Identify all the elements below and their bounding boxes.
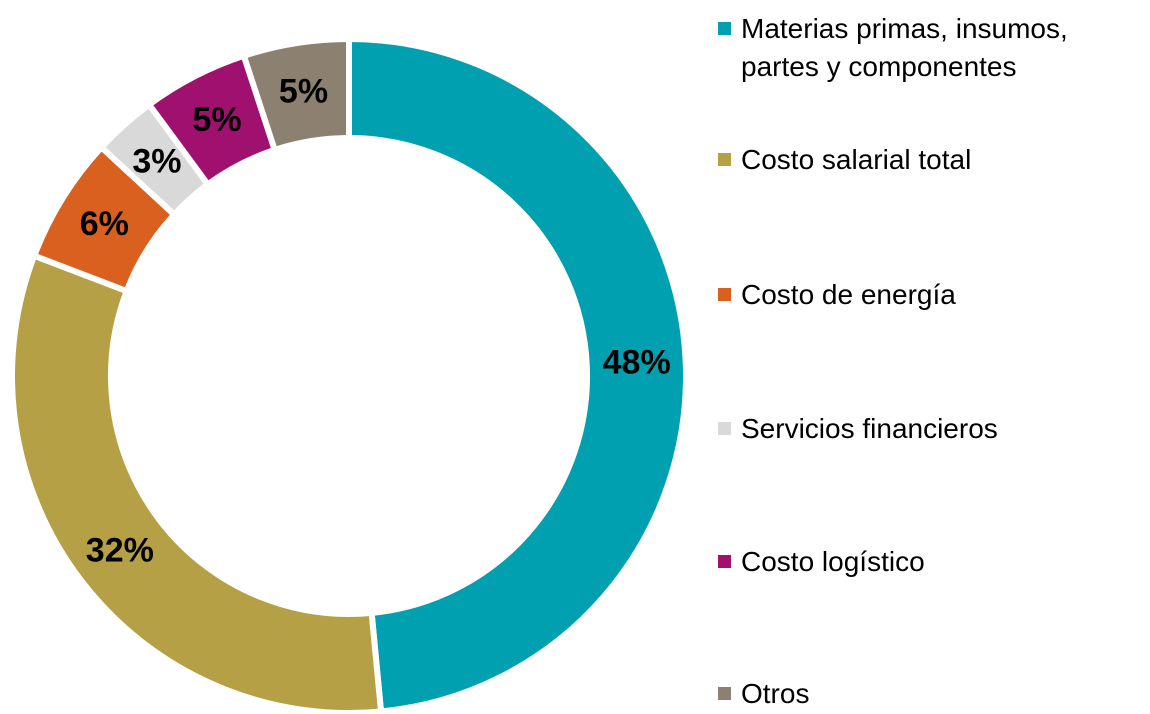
legend-swatch (718, 687, 731, 700)
legend-swatch (718, 22, 731, 35)
legend-swatch (718, 422, 731, 435)
data-label: 48% (603, 343, 671, 381)
legend-label: Costo logístico (741, 546, 925, 577)
donut-slice (240, 35, 352, 154)
legend-item: Costo logístico (718, 543, 1138, 581)
legend-label: Costo de energía (741, 279, 956, 310)
donut-slice (9, 251, 385, 714)
legend-item: Otros (718, 675, 1138, 713)
data-label: 6% (80, 205, 129, 243)
legend-swatch (718, 153, 731, 166)
legend-item: Materias primas, insumos, partes y compo… (718, 10, 1138, 86)
legend-item: Servicios financieros (718, 410, 1138, 448)
donut-slice (346, 35, 689, 714)
legend-label: Costo salarial total (741, 144, 972, 175)
legend-label: Materias primas, insumos, partes y compo… (741, 13, 1068, 82)
data-label: 32% (86, 531, 154, 569)
legend-item: Costo salarial total (718, 141, 1138, 179)
chart: 48% 32% 6%3% 5% 5% (9, 35, 689, 714)
legend-item: Costo de energía (718, 276, 1138, 314)
legend-swatch (718, 555, 731, 568)
legend-swatch (718, 288, 731, 301)
data-label: 5% (192, 101, 241, 139)
data-label: 3% (132, 142, 181, 180)
data-label: 5% (279, 73, 328, 111)
legend-label: Servicios financieros (741, 413, 998, 444)
legend-label: Otros (741, 678, 810, 709)
